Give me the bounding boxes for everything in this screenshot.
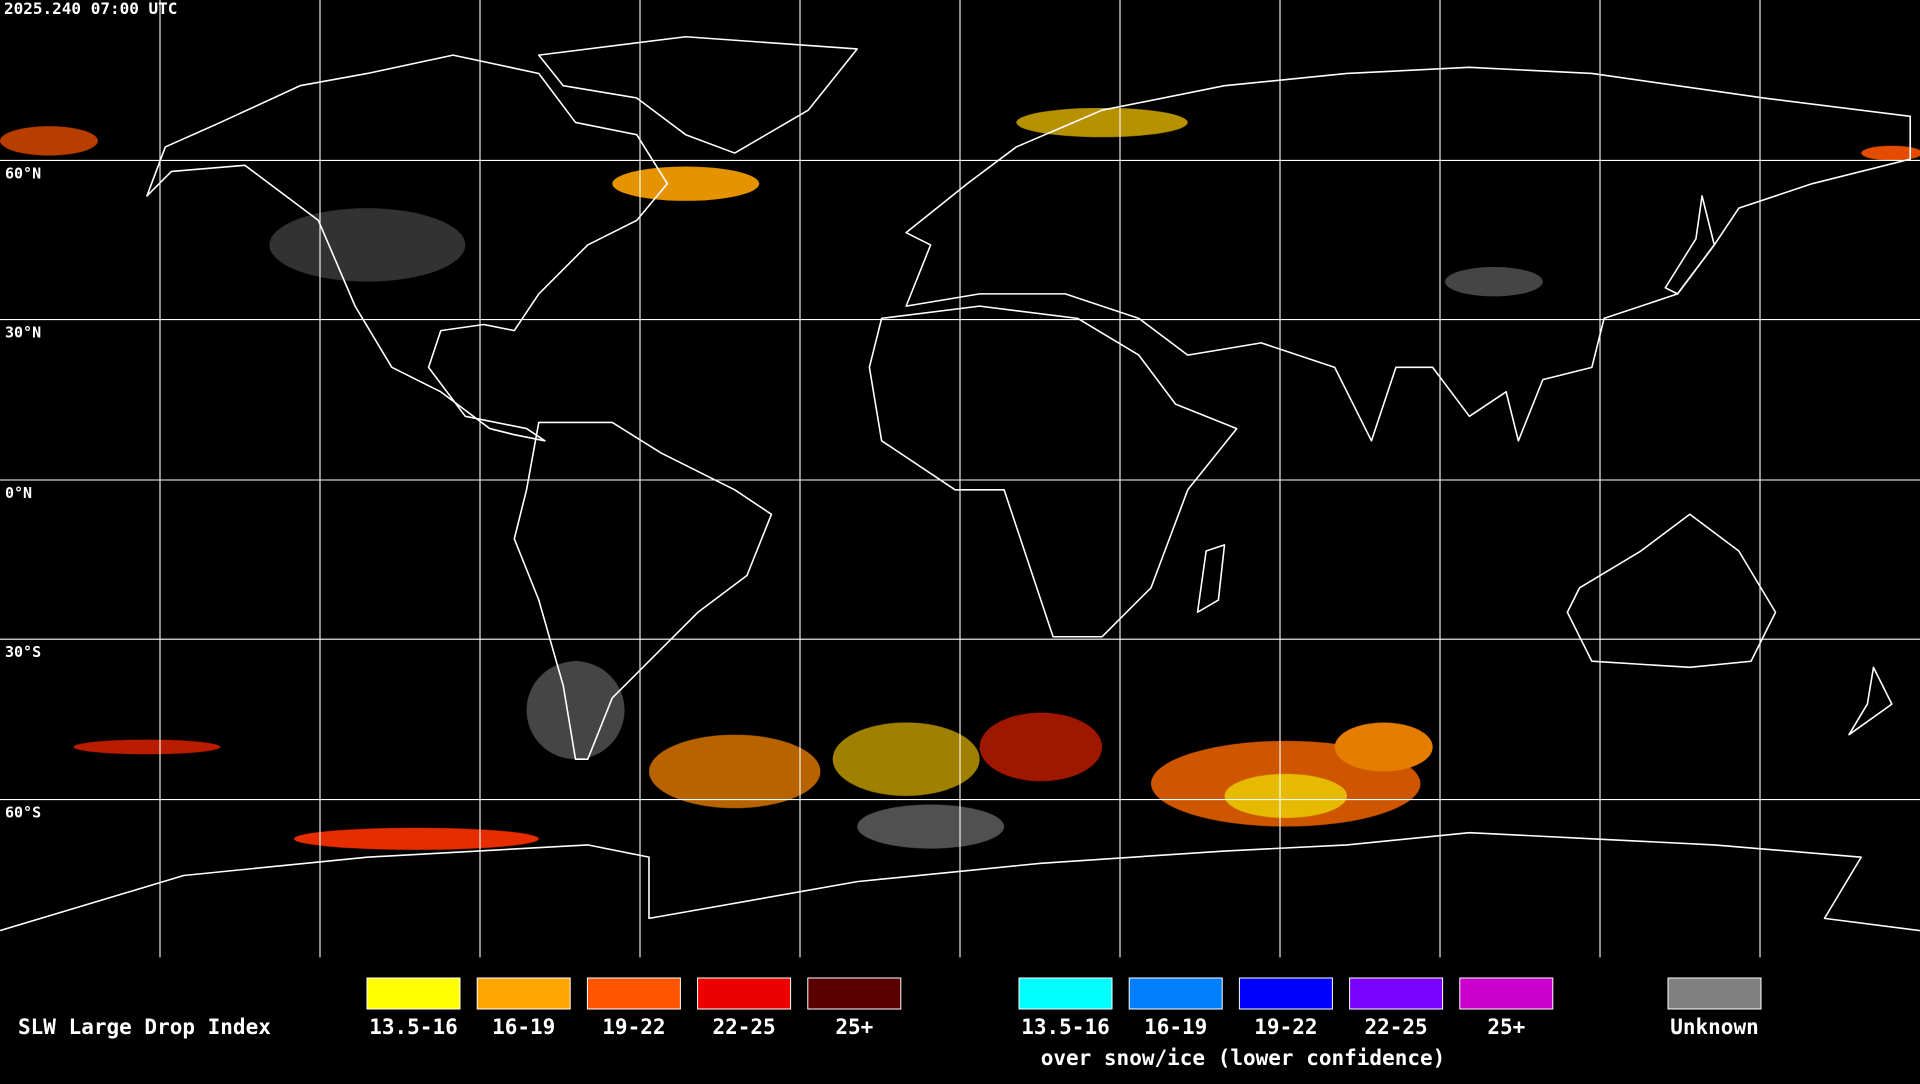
legend-label: 16-19	[492, 1015, 555, 1039]
legend-label: 13.5-16	[369, 1015, 458, 1039]
unknown-area	[1444, 266, 1543, 297]
map-layer	[0, 0, 1920, 958]
legend-swatch	[476, 977, 571, 1010]
graticule	[0, 0, 1920, 958]
legend-swatch	[366, 977, 461, 1010]
legend-swatch	[1667, 977, 1762, 1010]
slw-area	[1334, 722, 1433, 772]
slw-area	[832, 722, 980, 796]
australia	[1566, 513, 1777, 669]
legend-title: SLW Large Drop Index	[18, 1015, 271, 1039]
slw-area	[648, 734, 821, 809]
africa	[868, 305, 1238, 638]
unknown-area	[526, 661, 625, 760]
unknown-area	[269, 208, 466, 282]
latitude-label: 60°N	[5, 164, 41, 182]
slw-area	[1224, 773, 1347, 818]
legend-swatch	[1349, 977, 1444, 1010]
antarctica	[0, 831, 1920, 932]
latitude-label: 0°N	[5, 484, 32, 502]
legend-swatch	[1238, 977, 1333, 1010]
slw-area	[979, 712, 1103, 782]
latitude-label: 30°N	[5, 324, 41, 342]
unknown-area	[857, 804, 1005, 849]
legend-swatch	[697, 977, 792, 1010]
legend: SLW Large Drop Index over snow/ice (lowe…	[18, 977, 1762, 1070]
slw-area	[293, 827, 539, 850]
latitude-labels: 60°N 30°N 0°N 30°S 60°S	[5, 164, 41, 821]
slw-area	[612, 166, 760, 201]
slw-area	[1016, 107, 1188, 138]
legend-swatch	[1459, 977, 1554, 1010]
cloud-field	[0, 107, 1920, 850]
legend-label: 25+	[1487, 1015, 1525, 1039]
legend-label: Unknown	[1670, 1015, 1759, 1039]
legend-swatch	[1018, 977, 1113, 1010]
legend-swatch	[586, 977, 681, 1010]
slw-area	[1861, 145, 1920, 161]
slw-area	[73, 739, 221, 755]
greenland	[537, 35, 858, 154]
legend-label: 19-22	[602, 1015, 665, 1039]
latitude-label: 30°S	[5, 643, 41, 661]
legend-label: 25+	[835, 1015, 873, 1039]
coastlines	[0, 35, 1920, 932]
new-zealand	[1848, 666, 1893, 736]
legend-label: 16-19	[1144, 1015, 1207, 1039]
legend-label: 22-25	[1364, 1015, 1427, 1039]
snow-ice-note: over snow/ice (lower confidence)	[1041, 1046, 1446, 1070]
legend-swatch	[807, 977, 902, 1010]
south-america	[513, 421, 773, 760]
legend-label: 13.5-16	[1021, 1015, 1110, 1039]
madagascar	[1196, 544, 1226, 614]
japan	[1664, 195, 1716, 295]
timestamp: 2025.240 07:00 UTC	[4, 0, 177, 18]
latitude-label: 60°S	[5, 804, 41, 822]
legend-label: 19-22	[1254, 1015, 1317, 1039]
north-america	[146, 54, 669, 442]
legend-label: 22-25	[712, 1015, 775, 1039]
slw-area	[0, 126, 98, 156]
legend-swatch	[1128, 977, 1223, 1010]
